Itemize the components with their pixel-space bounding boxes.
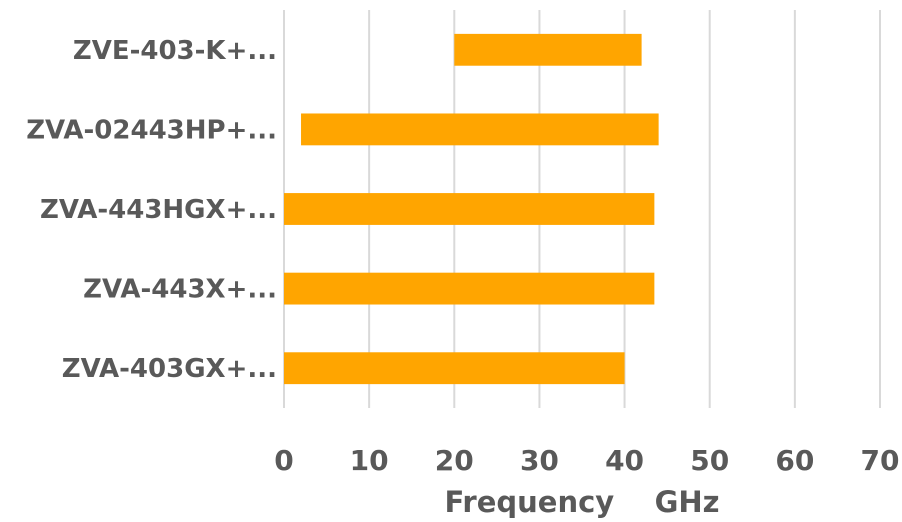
category-labels: ZVE-403-K+... ZVA-02443HP+... ZVA-443HGX+.… (26, 36, 277, 384)
x-tick-label: 60 (775, 444, 814, 477)
category-label: ZVA-403GX+... (62, 354, 277, 384)
bar (284, 193, 655, 225)
x-tick-label: 0 (274, 444, 293, 477)
bar (454, 33, 642, 66)
category-label: ZVE-403-K+... (73, 36, 277, 66)
bar (284, 272, 655, 305)
bar (284, 352, 625, 385)
x-tick-label: 20 (435, 444, 474, 477)
x-tick-label: 10 (350, 444, 389, 477)
x-tick-labels: 0 10 20 30 40 50 60 70 (274, 444, 899, 477)
x-axis-title: Frequency GHz (444, 485, 719, 519)
x-tick-label: 40 (605, 444, 644, 477)
x-tick-label: 70 (861, 444, 900, 477)
bar (301, 113, 659, 146)
bars (284, 33, 659, 385)
category-label: ZVA-02443HP+... (26, 115, 277, 145)
x-tick-label: 50 (690, 444, 729, 477)
category-label: ZVA-443HGX+... (40, 195, 277, 225)
x-tick-label: 30 (520, 444, 559, 477)
category-label: ZVA-443X+... (83, 275, 277, 305)
